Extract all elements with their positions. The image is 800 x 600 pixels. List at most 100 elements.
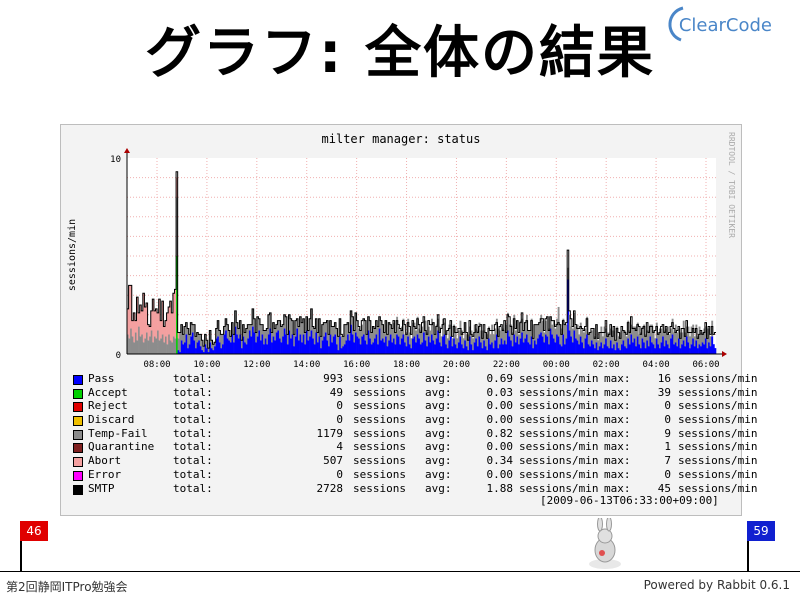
- bar-temp-fail: [500, 326, 503, 339]
- legend-max-key: max:: [604, 481, 631, 495]
- bar-pass: [218, 342, 221, 354]
- bar-temp-fail: [408, 332, 411, 345]
- bar-pass: [708, 342, 710, 354]
- bar-temp-fail: [370, 332, 373, 345]
- bar-temp-fail: [701, 332, 704, 343]
- bar-pass: [301, 342, 304, 354]
- bar-temp-fail: [407, 318, 410, 337]
- bar-pass: [375, 334, 378, 354]
- bar-temp-fail: [446, 338, 449, 349]
- legend-max-key: max:: [604, 372, 631, 385]
- bar-pass: [508, 336, 511, 354]
- bar-temp-fail: [348, 332, 351, 341]
- legend-total-value: 49: [329, 385, 343, 399]
- bar-temp-fail: [388, 322, 391, 341]
- bar-pass: [396, 334, 399, 354]
- bar-pass: [343, 344, 346, 354]
- bar-pass: [291, 334, 294, 354]
- bar-pass: [245, 344, 248, 354]
- bar-temp-fail: [383, 332, 386, 343]
- bar-temp-fail: [503, 330, 506, 341]
- bar-pass: [616, 342, 619, 354]
- bar-temp-fail: [502, 328, 505, 345]
- bar-temp-fail: [324, 322, 327, 333]
- bar-pass: [621, 344, 623, 354]
- bar-temp-fail: [529, 330, 532, 345]
- bar-temp-fail: [343, 324, 346, 345]
- bar-pass: [495, 334, 498, 354]
- footer-divider: [0, 571, 800, 572]
- bar-temp-fail: [404, 334, 406, 343]
- bar-temp-fail: [581, 330, 584, 343]
- bar-temp-fail: [332, 326, 335, 337]
- x-tick-label: 12:00: [243, 360, 270, 370]
- bar-temp-fail: [239, 320, 242, 335]
- bar-abort: [144, 306, 147, 339]
- legend-total-key: total:: [173, 399, 213, 413]
- bar-temp-fail: [521, 318, 524, 333]
- bar-temp-fail: [241, 340, 243, 349]
- bar-pass: [305, 330, 308, 354]
- bar-temp-fail: [448, 324, 451, 341]
- bar-temp-fail: [356, 320, 359, 337]
- legend-total-value: 0: [336, 467, 343, 481]
- bar-temp-fail: [274, 328, 277, 341]
- legend-swatch: [73, 375, 83, 385]
- current-page-pole: [20, 541, 22, 571]
- bar-temp-fail: [551, 324, 554, 335]
- bar-temp-fail: [146, 332, 148, 354]
- bar-pass: [592, 344, 595, 354]
- bar-pass: [304, 344, 307, 354]
- bar-pass: [347, 334, 349, 354]
- bar-temp-fail: [397, 326, 400, 337]
- x-tick-label: 02:00: [593, 360, 620, 370]
- bar-temp-fail: [361, 324, 364, 337]
- bar-temp-fail: [451, 338, 454, 347]
- bar-pass: [576, 340, 579, 354]
- bar-temp-fail: [709, 336, 712, 347]
- bar-temp-fail: [426, 332, 429, 347]
- bar-temp-fail: [310, 308, 313, 331]
- bar-pass: [499, 344, 501, 354]
- bar-temp-fail: [214, 342, 216, 347]
- bar-temp-fail: [184, 326, 186, 343]
- bar-pass: [671, 334, 674, 354]
- bar-temp-fail: [169, 340, 172, 354]
- bar-pass: [266, 344, 269, 354]
- bar-temp-fail: [697, 336, 699, 349]
- bar-pass: [666, 344, 669, 354]
- bar-temp-fail: [443, 322, 446, 335]
- bar-temp-fail: [559, 324, 562, 345]
- bar-pass: [712, 344, 715, 354]
- bar-temp-fail: [681, 332, 684, 345]
- bar-temp-fail: [533, 324, 536, 341]
- bar-pass: [571, 342, 574, 354]
- bar-pass: [467, 350, 470, 354]
- bar-pass: [465, 346, 468, 354]
- bar-pass: [559, 344, 562, 354]
- bar-pass: [431, 334, 433, 354]
- bar-temp-fail: [703, 328, 706, 345]
- bar-temp-fail: [565, 324, 568, 339]
- bar-pass: [472, 350, 475, 354]
- bar-temp-fail: [315, 318, 318, 333]
- bar-temp-fail: [312, 326, 315, 339]
- plot-area: 0 10 08:00 10:00 12:00 14:00 16:00 18:00 20:00 22…: [110, 148, 727, 370]
- bar-temp-fail: [516, 320, 519, 337]
- bar-temp-fail: [421, 326, 424, 343]
- bar-pass: [514, 342, 517, 354]
- bar-pass: [407, 336, 410, 354]
- legend-avg-key: avg:: [425, 372, 452, 385]
- bar-pass: [185, 334, 188, 354]
- bar-pass: [228, 340, 231, 354]
- bar-temp-fail: [296, 318, 299, 329]
- bar-pass: [557, 336, 560, 354]
- bar-temp-fail: [294, 320, 297, 337]
- bar-pass: [277, 330, 280, 354]
- bar-temp-fail: [212, 344, 215, 351]
- legend-total-unit: sessions: [353, 413, 406, 427]
- bar-pass: [704, 338, 707, 354]
- bar-pass: [695, 340, 698, 354]
- bar-temp-fail: [469, 326, 471, 337]
- bar-abort: [163, 326, 166, 343]
